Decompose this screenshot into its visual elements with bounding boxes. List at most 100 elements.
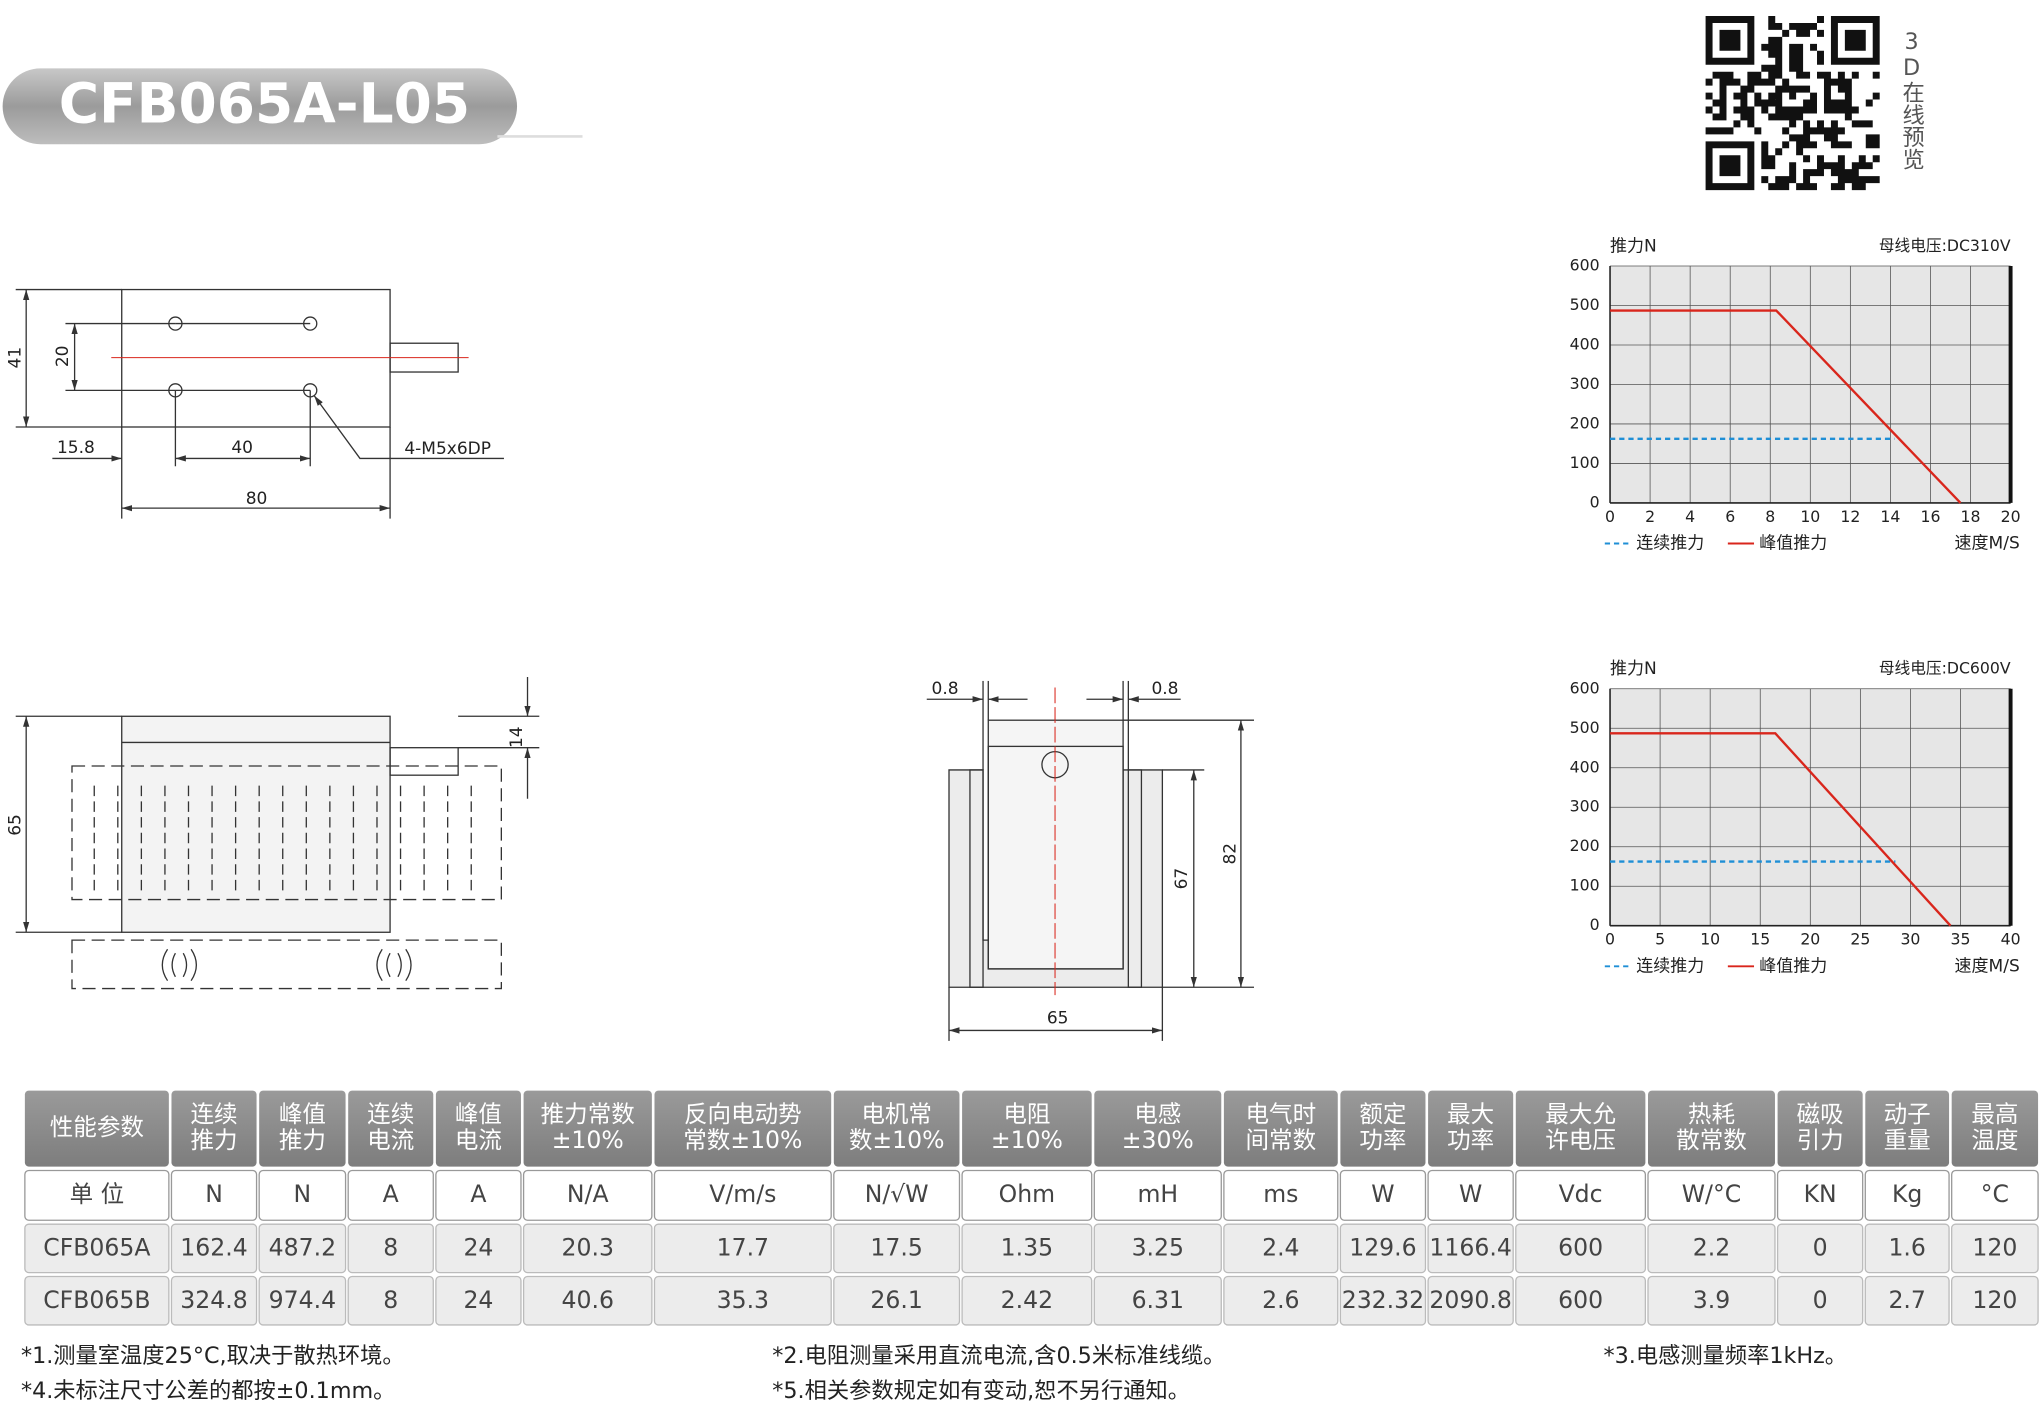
header-label: 许电压 <box>1545 1126 1616 1154</box>
header-cell <box>1223 1090 1338 1167</box>
y-tick-label: 500 <box>1570 295 1600 314</box>
data-cell <box>258 1275 347 1326</box>
note: *5.相关参数规定如有变动,恕不另行通知。 <box>772 1378 1190 1404</box>
unit-cell <box>653 1169 832 1221</box>
data-value: 2.2 <box>1693 1234 1730 1262</box>
data-cell <box>258 1223 347 1274</box>
header-cell <box>1647 1090 1775 1167</box>
header-cell <box>435 1090 521 1167</box>
header-cell <box>1951 1090 2039 1167</box>
header-cell <box>1094 1090 1222 1167</box>
header-label: 温度 <box>1971 1126 2018 1154</box>
data-cell <box>1515 1275 1647 1326</box>
data-cell <box>1427 1223 1514 1274</box>
y-axis-label: 推力N <box>1610 236 1657 256</box>
side-view: 65 14 <box>6 677 540 990</box>
qr-code <box>1705 15 1880 191</box>
header-cell <box>1777 1090 1863 1167</box>
data-cell <box>170 1275 258 1326</box>
header-label: 电感 <box>1134 1100 1181 1128</box>
callout: 4-M5x6DP <box>404 439 491 459</box>
dim: 67 <box>1172 868 1192 890</box>
header-cell <box>1515 1090 1646 1167</box>
chart-note: 母线电压:DC310V <box>1879 236 2011 255</box>
unit-label: N <box>294 1180 312 1208</box>
unit-label: A <box>383 1180 399 1208</box>
data-value: 17.5 <box>870 1234 922 1262</box>
data-cell <box>1093 1275 1222 1326</box>
y-tick-label: 600 <box>1570 678 1600 697</box>
header-label: 推力 <box>279 1126 326 1154</box>
header-cell <box>523 1090 652 1167</box>
data-cell <box>1776 1275 1864 1326</box>
unit-label: W <box>1371 1180 1394 1208</box>
data-cell <box>833 1275 961 1326</box>
x-tick-label: 25 <box>1850 930 1870 949</box>
series-line <box>1610 309 1962 504</box>
data-value: 20.3 <box>562 1234 614 1262</box>
unit-cell <box>1093 1169 1222 1221</box>
unit-label: N/A <box>567 1180 609 1208</box>
unit-label: °C <box>1981 1180 2009 1208</box>
header-label: 推力 <box>190 1126 237 1154</box>
x-tick-label: 8 <box>1765 507 1775 526</box>
y-tick-label: 300 <box>1570 374 1600 393</box>
header-label: 散常数 <box>1676 1126 1747 1154</box>
header-label: 电气时 <box>1246 1100 1317 1128</box>
header-cell <box>24 1090 169 1167</box>
x-axis-label: 速度M/S <box>1955 956 2020 976</box>
data-value: 40.6 <box>562 1286 614 1314</box>
data-value: 600 <box>1558 1286 1603 1314</box>
note: *4.未标注尺寸公差的都按±0.1mm。 <box>21 1378 395 1404</box>
header-label: 功率 <box>1447 1126 1494 1154</box>
data-cell <box>833 1223 961 1274</box>
data-cell <box>170 1223 258 1274</box>
data-value: 120 <box>1972 1234 2017 1262</box>
data-cell <box>1223 1275 1339 1326</box>
note: *3.电感测量频率1kHz。 <box>1603 1343 1847 1369</box>
x-tick-label: 10 <box>1800 507 1820 526</box>
data-value: 2.42 <box>1001 1286 1053 1314</box>
top-view: 41 20 15.8 40 80 4-M5x6DP <box>6 288 504 519</box>
y-tick-label: 100 <box>1570 876 1600 895</box>
data-cell <box>1339 1275 1427 1326</box>
data-value: 974.4 <box>269 1286 336 1314</box>
data-cell <box>653 1275 832 1326</box>
unit-label: Kg <box>1892 1180 1922 1208</box>
header-cell <box>654 1090 832 1167</box>
data-cell <box>1864 1223 1950 1274</box>
qr-modules <box>1705 15 1880 191</box>
header-label: 连续 <box>367 1100 414 1128</box>
data-cell <box>1339 1223 1427 1274</box>
data-cell <box>435 1275 522 1326</box>
data-cell <box>1427 1275 1514 1326</box>
data-value: 2.4 <box>1262 1234 1299 1262</box>
header-label: 推力常数 <box>541 1100 635 1128</box>
dim: 82 <box>1220 843 1240 865</box>
unit-label: Vdc <box>1559 1180 1603 1208</box>
data-value: 0 <box>1813 1286 1828 1314</box>
unit-label: mH <box>1137 1180 1178 1208</box>
unit-cell <box>1776 1169 1864 1221</box>
data-value: 120 <box>1972 1286 2017 1314</box>
y-tick-label: 400 <box>1570 757 1600 776</box>
data-cell <box>1647 1275 1776 1326</box>
header-label: 反向电动势 <box>684 1100 802 1128</box>
header-label: 电阻 <box>1003 1100 1050 1128</box>
x-tick-label: 0 <box>1605 930 1615 949</box>
data-value: 2.7 <box>1888 1286 1925 1314</box>
x-tick-label: 15 <box>1750 930 1770 949</box>
data-cell <box>1647 1223 1776 1274</box>
data-value: 3.9 <box>1693 1286 1730 1314</box>
data-cell <box>653 1223 832 1274</box>
data-value: 2.6 <box>1262 1286 1299 1314</box>
dim: 41 <box>6 347 26 369</box>
data-value: 35.3 <box>717 1286 769 1314</box>
y-tick-label: 0 <box>1590 915 1600 934</box>
data-value: 1166.4 <box>1429 1234 1511 1262</box>
data-value: 3.25 <box>1132 1234 1184 1262</box>
x-tick-label: 5 <box>1655 930 1665 949</box>
dim: 20 <box>53 345 73 367</box>
header-label: ±30% <box>1122 1126 1194 1154</box>
